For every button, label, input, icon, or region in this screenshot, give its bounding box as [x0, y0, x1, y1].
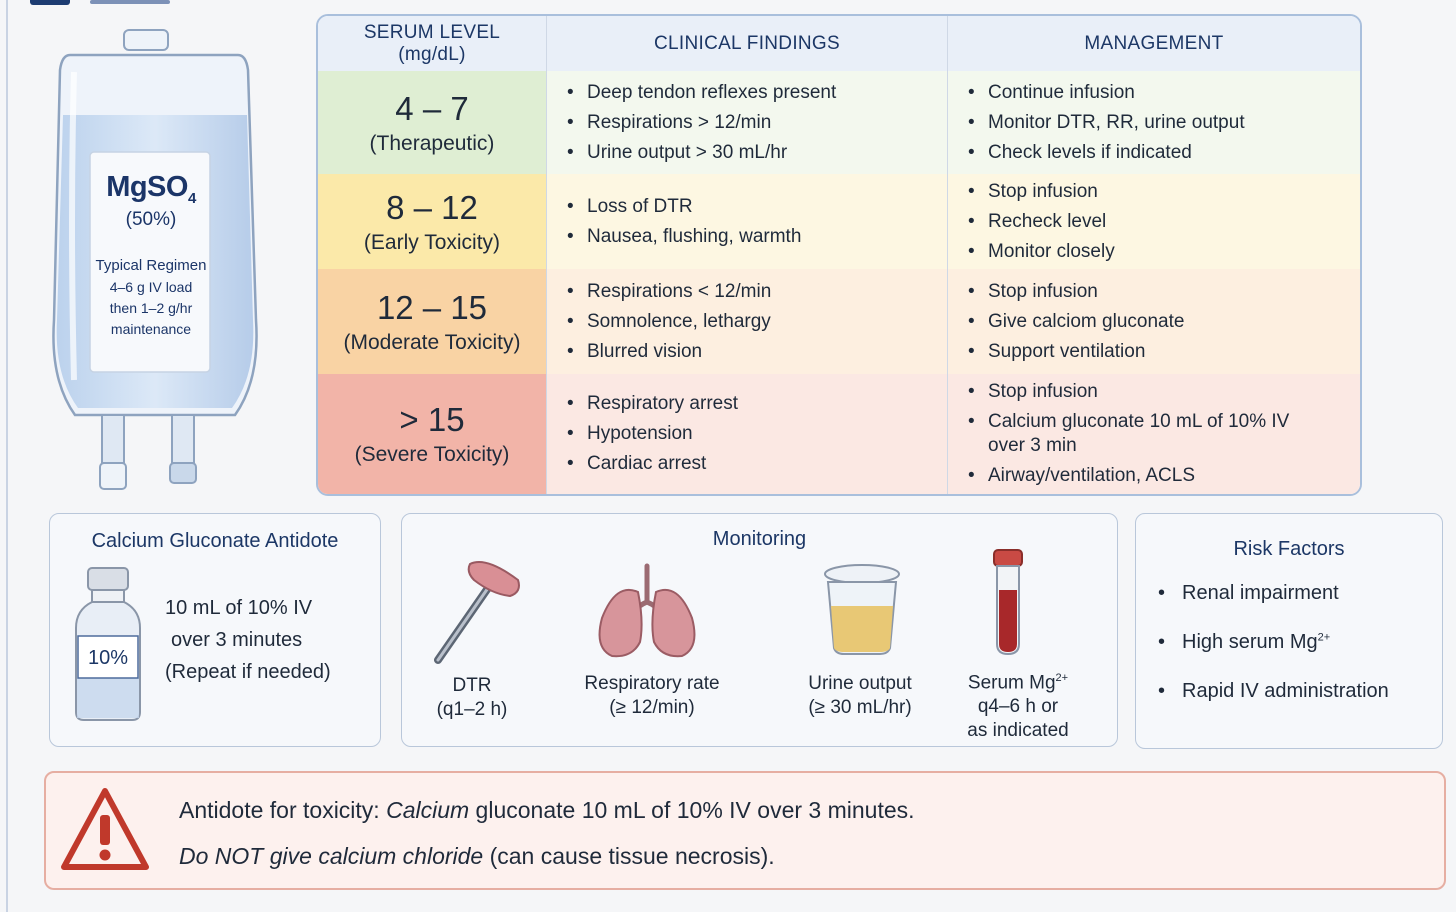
- level-label: (Severe Toxicity): [354, 443, 510, 466]
- finding-item: Somnolence, lethargy: [567, 307, 771, 337]
- antidote-dosing: 10 mL of 10% IV over 3 minutes (Repeat i…: [165, 592, 331, 688]
- reflex-hammer-icon: [434, 561, 520, 664]
- risk-item: Renal impairment: [1158, 582, 1389, 605]
- regimen-line: 4–6 g IV load: [109, 278, 193, 295]
- management-item: Recheck level: [968, 207, 1115, 237]
- iv-bag-illustration: MgSO4 (50%) Typical Regimen 4–6 g IV loa…: [30, 20, 280, 500]
- finding-item: Hypotension: [567, 419, 738, 449]
- lungs-icon: [598, 563, 696, 658]
- warning-triangle-icon: [61, 788, 149, 870]
- table-row-moderate-toxicity: 12 – 15 (Moderate Toxicity) Respirations…: [318, 269, 1360, 375]
- finding-item: Blurred vision: [567, 337, 771, 367]
- vial-label: 10%: [88, 647, 128, 669]
- antidote-line: over 3 minutes: [171, 629, 303, 651]
- monitor-item-urine-output: Urine output (≥ 30 mL/hr): [808, 673, 912, 718]
- findings-cell: Respirations < 12/min Somnolence, lethar…: [547, 269, 948, 374]
- risk-item: High serum Mg2+: [1158, 631, 1389, 654]
- toxicity-table: SERUM LEVEL (mg/dL) CLINICAL FINDINGS MAN…: [316, 14, 1362, 496]
- finding-item: Respirations < 12/min: [567, 277, 771, 307]
- regimen-title: Typical Regimen: [95, 256, 207, 274]
- management-item: Calcium gluconate 10 mL of 10% IV over 3…: [968, 410, 1298, 458]
- table-header-row: SERUM LEVEL (mg/dL) CLINICAL FINDINGS MAN…: [318, 16, 1360, 72]
- drug-concentration: (50%): [125, 208, 177, 230]
- risk-title: Risk Factors: [1233, 538, 1345, 560]
- regimen-line: maintenance: [110, 320, 192, 337]
- serum-level-cell: 8 – 12 (Early Toxicity): [318, 174, 547, 269]
- risk-item: Rapid IV administration: [1158, 680, 1389, 703]
- header-serum-level: SERUM LEVEL (mg/dL): [318, 16, 547, 71]
- table-row-early-toxicity: 8 – 12 (Early Toxicity) Loss of DTR Naus…: [318, 174, 1360, 270]
- findings-cell: Deep tendon reflexes present Respiration…: [547, 71, 948, 174]
- level-label: (Moderate Toxicity): [343, 330, 521, 354]
- findings-cell: Loss of DTR Nausea, flushing, warmth: [547, 174, 948, 269]
- antidote-line: 10 mL of 10% IV: [165, 597, 313, 619]
- level-range: 8 – 12: [386, 188, 478, 226]
- table-row-severe-toxicity: > 15 (Severe Toxicity) Respiratory arres…: [318, 374, 1360, 494]
- finding-item: Respirations > 12/min: [567, 108, 836, 138]
- management-item: Check levels if indicated: [968, 138, 1245, 168]
- blood-tube-icon: [993, 549, 1023, 656]
- management-item: Monitor closely: [968, 237, 1115, 267]
- finding-item: Cardiac arrest: [567, 449, 738, 479]
- monitoring-panel: Monitoring DTR (q1–2 h) Respiratory rate…: [401, 513, 1118, 747]
- serum-level-cell: 12 – 15 (Moderate Toxicity): [318, 269, 547, 374]
- antidote-line: (Repeat if needed): [165, 661, 331, 683]
- table-row-therapeutic: 4 – 7 (Therapeutic) Deep tendon reflexes…: [318, 71, 1360, 175]
- management-cell: Continue infusion Monitor DTR, RR, urine…: [948, 71, 1360, 174]
- antidote-title: Calcium Gluconate Antidote: [91, 530, 339, 552]
- regimen-line: then 1–2 g/hr: [109, 299, 193, 316]
- monitor-item-dtr: DTR (q1–2 h): [436, 675, 508, 720]
- monitoring-title: Monitoring: [712, 528, 807, 550]
- finding-item: Loss of DTR: [567, 192, 801, 222]
- finding-item: Respiratory arrest: [567, 389, 738, 419]
- management-cell: Stop infusion Calcium gluconate 10 mL of…: [948, 374, 1360, 494]
- urine-cup-icon: [824, 564, 900, 655]
- monitor-item-respiratory-rate: Respiratory rate (≥ 12/min): [584, 673, 720, 718]
- iv-bag-icon: [52, 29, 258, 490]
- level-range: > 15: [399, 401, 465, 438]
- vial-icon: 10%: [75, 567, 141, 721]
- management-item: Support ventilation: [968, 337, 1184, 367]
- management-item: Give calciom gluconate: [968, 307, 1184, 337]
- iv-bag-label: MgSO4 (50%) Typical Regimen 4–6 g IV loa…: [92, 155, 210, 337]
- header-clinical-findings: CLINICAL FINDINGS: [547, 16, 948, 71]
- warning-banner: Antidote for toxicity: Calcium gluconate…: [44, 771, 1446, 890]
- level-label: (Early Toxicity): [363, 230, 501, 254]
- finding-item: Deep tendon reflexes present: [567, 78, 836, 108]
- management-item: Stop infusion: [968, 377, 1298, 407]
- serum-level-cell: 4 – 7 (Therapeutic): [318, 71, 547, 174]
- level-range: 4 – 7: [395, 89, 469, 127]
- serum-level-cell: > 15 (Severe Toxicity): [318, 374, 547, 494]
- management-cell: Stop infusion Recheck level Monitor clos…: [948, 174, 1360, 269]
- warning-line-calcium-chloride: Do NOT give calcium chloride (can cause …: [179, 843, 775, 869]
- finding-item: Urine output > 30 mL/hr: [567, 138, 836, 168]
- management-item: Stop infusion: [968, 277, 1184, 307]
- management-item: Airway/ventilation, ACLS: [968, 461, 1298, 491]
- management-item: Stop infusion: [968, 177, 1115, 207]
- top-header-fragment: [30, 0, 200, 6]
- drug-name: MgSO4: [106, 171, 196, 207]
- findings-cell: Respiratory arrest Hypotension Cardiac a…: [547, 374, 948, 494]
- management-cell: Stop infusion Give calciom gluconate Sup…: [948, 269, 1360, 374]
- level-range: 12 – 15: [376, 288, 488, 326]
- page-frame-line: [6, 0, 8, 912]
- antidote-panel: Calcium Gluconate Antidote 10% 10 mL of …: [49, 513, 381, 747]
- header-management: MANAGEMENT: [1084, 32, 1224, 54]
- management-item: Continue infusion: [968, 78, 1245, 108]
- management-item: Monitor DTR, RR, urine output: [968, 108, 1245, 138]
- risk-factors-panel: Risk Factors Renal impairment High serum…: [1135, 513, 1443, 749]
- finding-item: Nausea, flushing, warmth: [567, 222, 801, 252]
- level-label: (Therapeutic): [369, 131, 495, 155]
- monitor-item-serum-mg: Serum Mg2+ q4–6 h or as indicated: [967, 672, 1069, 742]
- warning-line-antidote: Antidote for toxicity: Calcium gluconate…: [179, 797, 915, 823]
